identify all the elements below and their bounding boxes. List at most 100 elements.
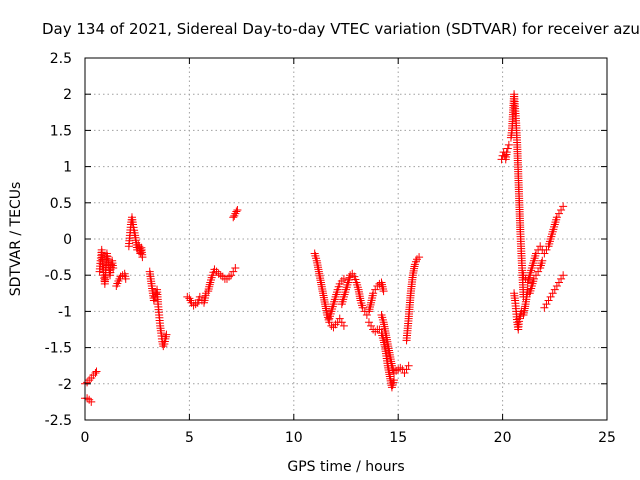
data-point bbox=[109, 263, 118, 272]
data-point bbox=[557, 274, 566, 283]
data-point bbox=[222, 274, 231, 283]
data-point bbox=[335, 314, 344, 323]
data-point bbox=[542, 245, 551, 254]
data-point bbox=[559, 202, 568, 211]
data-point bbox=[149, 296, 158, 305]
data-point bbox=[339, 321, 348, 330]
data-point bbox=[214, 269, 223, 278]
data-point bbox=[91, 368, 100, 377]
data-point bbox=[559, 271, 568, 280]
data-point bbox=[371, 285, 380, 294]
data-point bbox=[400, 368, 409, 377]
data-point bbox=[85, 395, 94, 404]
data-point bbox=[227, 271, 236, 280]
data-point bbox=[225, 272, 234, 281]
y-tick-label: -1 bbox=[58, 304, 72, 320]
grid-lines bbox=[85, 58, 607, 420]
data-point bbox=[138, 253, 147, 262]
data-point bbox=[366, 303, 375, 312]
data-point bbox=[358, 303, 367, 312]
data-point bbox=[83, 378, 92, 387]
data-point bbox=[216, 271, 225, 280]
data-point bbox=[233, 206, 242, 215]
data-point bbox=[371, 327, 380, 336]
data-point bbox=[161, 332, 170, 341]
data-point bbox=[540, 249, 549, 258]
data-point bbox=[536, 242, 545, 251]
data-point bbox=[504, 140, 513, 149]
data-point bbox=[554, 278, 563, 287]
data-point bbox=[159, 342, 168, 351]
data-point bbox=[366, 300, 375, 309]
y-tick-label: 1.5 bbox=[50, 123, 72, 139]
data-point bbox=[107, 260, 116, 269]
data-point bbox=[327, 321, 336, 330]
y-tick-label: 0.5 bbox=[50, 196, 72, 212]
data-point bbox=[532, 249, 541, 258]
chart-title: Day 134 of 2021, Sidereal Day-to-day VTE… bbox=[42, 20, 640, 38]
data-point bbox=[392, 366, 401, 375]
data-point bbox=[540, 303, 549, 312]
y-tick-label: -2 bbox=[58, 377, 72, 393]
data-point bbox=[552, 213, 561, 222]
data-point bbox=[402, 365, 411, 374]
data-point bbox=[92, 367, 101, 376]
data-point bbox=[231, 209, 240, 218]
x-tick-label: 20 bbox=[494, 430, 512, 446]
x-axis-title: GPS time / hours bbox=[287, 459, 404, 475]
data-point bbox=[346, 271, 355, 280]
data-point bbox=[503, 144, 512, 153]
y-tick-label: 0 bbox=[63, 232, 72, 248]
y-tick-label: -1.5 bbox=[45, 341, 72, 357]
x-tick-label: 5 bbox=[185, 430, 194, 446]
y-axis-title: SDTVAR / TECUs bbox=[8, 182, 24, 297]
data-point bbox=[404, 361, 413, 370]
data-point bbox=[500, 151, 509, 160]
data-point bbox=[337, 318, 346, 327]
data-point bbox=[390, 376, 399, 385]
data-point bbox=[229, 213, 238, 222]
data-point bbox=[377, 278, 386, 287]
y-tick-label: 1 bbox=[63, 160, 72, 176]
data-point bbox=[205, 280, 214, 289]
data-point bbox=[415, 253, 424, 262]
data-point bbox=[85, 376, 94, 385]
data-point bbox=[538, 256, 547, 265]
data-point bbox=[364, 318, 373, 327]
data-point bbox=[191, 300, 200, 309]
data-point bbox=[544, 296, 553, 305]
data-point bbox=[364, 307, 373, 316]
x-tick-label: 15 bbox=[389, 430, 407, 446]
y-tick-label: -0.5 bbox=[45, 268, 72, 284]
data-point bbox=[554, 209, 563, 218]
data-point bbox=[189, 301, 198, 310]
data-point bbox=[362, 311, 371, 320]
data-point bbox=[552, 282, 561, 291]
x-tick-label: 0 bbox=[81, 430, 90, 446]
x-tick-label: 25 bbox=[598, 430, 616, 446]
data-points bbox=[81, 90, 568, 406]
y-tick-label: -2.5 bbox=[45, 413, 72, 429]
data-point bbox=[231, 263, 240, 272]
data-point bbox=[367, 321, 376, 330]
data-point bbox=[548, 289, 557, 298]
data-point bbox=[534, 267, 543, 276]
data-point bbox=[232, 207, 241, 216]
data-point bbox=[121, 274, 130, 283]
data-point bbox=[162, 330, 171, 339]
data-point bbox=[542, 300, 551, 309]
data-point bbox=[369, 289, 378, 298]
data-point bbox=[532, 271, 541, 280]
data-point bbox=[83, 394, 92, 403]
data-point bbox=[229, 267, 238, 276]
data-point bbox=[185, 294, 194, 303]
axis-ticks: 0 5 10 15 20 25 -2.5 -2 -1.5 -1 -0.5 0 0.5 1 1.5 2 2.5 bbox=[45, 51, 616, 446]
data-point bbox=[550, 285, 559, 294]
data-point bbox=[557, 206, 566, 215]
data-point bbox=[339, 274, 348, 283]
data-point bbox=[396, 363, 405, 372]
data-point bbox=[87, 397, 96, 406]
data-point bbox=[529, 274, 538, 283]
y-tick-label: 2.5 bbox=[50, 51, 72, 67]
